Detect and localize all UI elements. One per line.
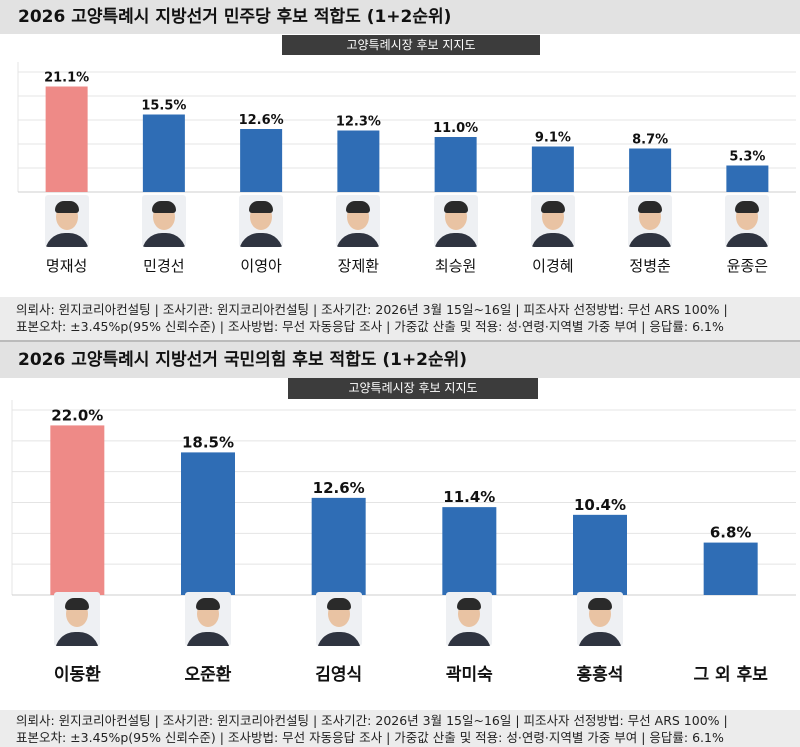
person-photo-icon: [336, 195, 381, 247]
data-label-7: 5.3%: [729, 150, 765, 165]
chart-subtitle: 고양특례시장 후보 지지도: [282, 35, 540, 55]
person-photo-icon: [725, 195, 770, 247]
person-photo-icon: [141, 195, 186, 247]
panel-divider: [0, 340, 800, 342]
candidate-name: 이영아: [240, 257, 282, 275]
footer-line-2: 표본오차: ±3.45%p(95% 신뢰수준) | 조사방법: 무선 자동응답 …: [16, 730, 724, 745]
data-label-5: 6.8%: [710, 524, 752, 542]
candidate-4: 최승원: [407, 195, 504, 276]
footer-line-1: 의뢰사: 윈지코리아컨설팅 | 조사기관: 윈지코리아컨설팅 | 조사기간: 2…: [16, 713, 728, 728]
candidate-3: 장제환: [310, 195, 407, 276]
candidate-3: 곽미숙: [404, 592, 535, 685]
candidate-4: 홍흥석: [535, 592, 666, 685]
candidate-name: 장제환: [337, 257, 380, 275]
data-label-6: 8.7%: [632, 133, 668, 148]
candidate-5: 그 외 후보: [665, 592, 796, 685]
bar-6: [629, 148, 672, 192]
bar-chart-democratic: 21.1% 15.5% 12.6% 12.3% 11.0% 9.1% 8.7% 5.3%: [17, 62, 796, 193]
candidate-row: 이동환 오준환 김영식 곽미숙 홍흥석 그 외 후보: [0, 592, 800, 707]
bar-5: [531, 146, 574, 192]
candidate-name: 곽미숙: [445, 665, 493, 685]
candidate-0: 명재성: [18, 195, 115, 276]
survey-footer: 의뢰사: 윈지코리아컨설팅 | 조사기관: 윈지코리아컨설팅 | 조사기간: 2…: [0, 710, 800, 747]
candidate-1: 오준환: [143, 592, 274, 685]
candidate-1: 민경선: [115, 195, 212, 276]
data-label-2: 12.6%: [313, 479, 365, 497]
footer-line-2: 표본오차: ±3.45%p(95% 신뢰수준) | 조사방법: 무선 자동응답 …: [16, 319, 724, 334]
person-photo-icon: [315, 592, 362, 646]
data-label-0: 21.1%: [44, 71, 89, 86]
person-photo-icon: [239, 195, 284, 247]
bar-2: [240, 129, 283, 192]
candidate-name: 그 외 후보: [693, 665, 768, 685]
data-label-1: 18.5%: [182, 433, 234, 451]
candidate-name: 최승원: [434, 257, 477, 275]
bar-1: [181, 452, 235, 595]
person-photo-icon: [54, 592, 101, 646]
bar-4: [434, 137, 477, 192]
bar-2: [311, 497, 366, 595]
candidate-name: 명재성: [45, 257, 88, 275]
candidate-7: 윤종은: [699, 195, 796, 276]
data-label-0: 22.0%: [51, 406, 103, 424]
bar-3: [337, 130, 380, 192]
chart-title: 2026 고양특례시 지방선거 국민의힘 후보 적합도 (1+2순위): [0, 342, 800, 378]
candidate-2: 이영아: [213, 195, 310, 276]
chart-title: 2026 고양특례시 지방선거 민주당 후보 적합도 (1+2순위): [0, 0, 800, 34]
person-photo-icon: [628, 195, 673, 247]
footer-line-1: 의뢰사: 윈지코리아컨설팅 | 조사기관: 윈지코리아컨설팅 | 조사기간: 2…: [16, 302, 728, 317]
candidate-name: 홍흥석: [576, 665, 624, 685]
candidate-name: 오준환: [184, 665, 232, 685]
person-photo-icon: [184, 592, 231, 646]
data-label-2: 12.6%: [239, 113, 284, 128]
candidate-row: 명재성 민경선 이영아 장제환 최승원 이경혜 정병춘 윤종은: [0, 195, 800, 295]
bar-5: [703, 542, 758, 595]
candidate-name: 윤종은: [726, 257, 769, 275]
bar-chart-ppp: 22.0% 18.5% 12.6% 11.4% 10.4% 6.8%: [11, 400, 796, 596]
democratic-party-panel: 2026 고양특례시 지방선거 민주당 후보 적합도 (1+2순위) 고양특례시…: [0, 0, 800, 340]
bar-4: [573, 514, 627, 595]
person-photo-icon: [530, 195, 575, 247]
person-photo-icon: [433, 195, 478, 247]
bar-0: [50, 425, 105, 595]
candidate-name: 민경선: [143, 257, 185, 275]
bar-1: [142, 114, 185, 192]
data-label-3: 11.4%: [443, 488, 495, 506]
data-label-1: 15.5%: [141, 99, 186, 114]
people-power-party-panel: 2026 고양특례시 지방선거 국민의힘 후보 적합도 (1+2순위) 고양특례…: [0, 342, 800, 747]
bar-7: [726, 165, 769, 192]
candidate-2: 김영식: [273, 592, 404, 685]
person-photo-icon: [44, 195, 89, 247]
person-photo-icon: [576, 592, 623, 646]
candidate-name: 김영식: [315, 665, 363, 685]
candidate-5: 이경혜: [504, 195, 601, 276]
candidate-0: 이동환: [12, 592, 143, 685]
data-label-3: 12.3%: [336, 115, 381, 130]
candidate-name: 이동환: [53, 665, 101, 685]
candidate-6: 정병춘: [602, 195, 699, 276]
bar-3: [442, 507, 497, 595]
bar-0: [45, 86, 88, 192]
person-photo-icon: [446, 592, 493, 646]
chart-subtitle: 고양특례시장 후보 지지도: [288, 378, 538, 399]
candidate-name: 이경혜: [532, 257, 574, 275]
data-label-4: 10.4%: [574, 496, 626, 514]
candidate-name: 정병춘: [629, 257, 671, 275]
data-label-4: 11.0%: [433, 121, 478, 136]
survey-footer: 의뢰사: 윈지코리아컨설팅 | 조사기관: 윈지코리아컨설팅 | 조사기간: 2…: [0, 297, 800, 340]
data-label-5: 9.1%: [535, 131, 571, 146]
